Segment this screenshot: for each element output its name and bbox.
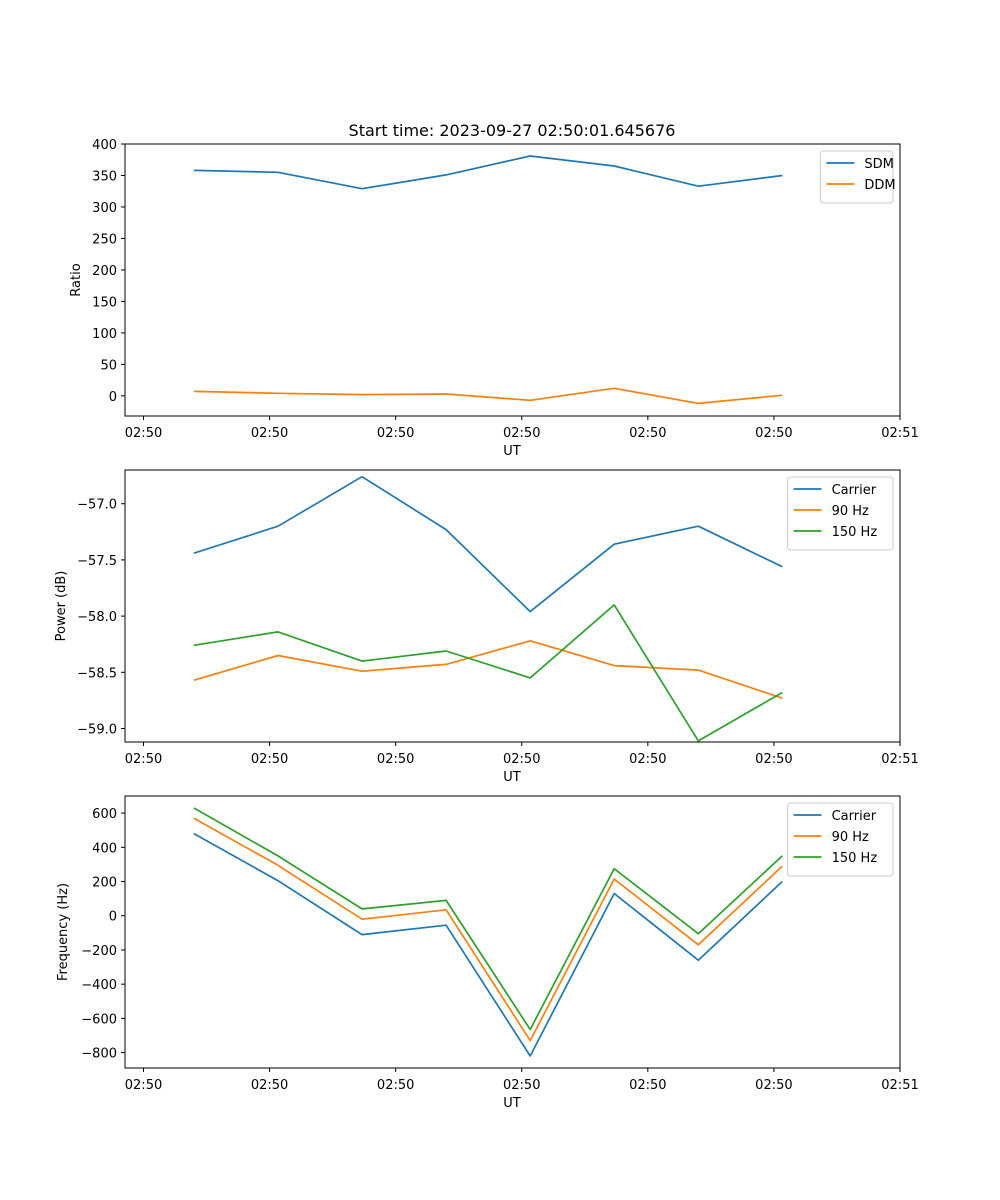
x-tick-label: 02:50 xyxy=(125,1078,162,1093)
x-tick-label: 02:50 xyxy=(125,426,162,441)
x-tick-label: 02:50 xyxy=(755,1078,792,1093)
x-tick-label: 02:50 xyxy=(755,426,792,441)
x-tick-label: 02:51 xyxy=(881,426,918,441)
series-line-90-hz xyxy=(193,817,783,1042)
ratio-ylabel: Ratio xyxy=(69,263,84,296)
x-tick-label: 02:50 xyxy=(755,752,792,767)
series-line-150-hz xyxy=(193,604,783,742)
x-tick-label: 02:50 xyxy=(503,752,540,767)
y-tick-label: −800 xyxy=(81,1047,117,1062)
series-line-carrier xyxy=(193,832,783,1057)
power-lines xyxy=(193,475,783,742)
frequency-xlabel: UT xyxy=(503,1096,521,1111)
ratio-lines xyxy=(193,155,783,405)
y-tick-label: −200 xyxy=(81,944,117,959)
legend-label: Carrier xyxy=(832,483,877,498)
power-xlabel: UT xyxy=(503,770,521,785)
x-tick-label: 02:50 xyxy=(377,1078,414,1093)
x-tick-label: 02:51 xyxy=(881,1078,918,1093)
x-tick-label: 02:51 xyxy=(881,752,918,767)
series-line-90-hz xyxy=(193,639,783,700)
y-tick-label: 0 xyxy=(109,910,117,925)
legend-label: Carrier xyxy=(832,809,877,824)
frequency-frame xyxy=(124,795,901,1069)
ratio-xlabel: UT xyxy=(503,444,521,459)
legend-label: DDM xyxy=(864,178,895,193)
y-tick-label: 600 xyxy=(92,807,117,822)
y-tick-label: 0 xyxy=(109,390,117,405)
y-tick-label: −57.0 xyxy=(77,498,117,513)
y-tick-label: 400 xyxy=(92,841,117,856)
legend-label: 150 Hz xyxy=(832,525,878,540)
power-frame xyxy=(124,469,901,743)
ratio-frame xyxy=(124,143,901,417)
y-tick-label: 350 xyxy=(92,169,117,184)
series-line-150-hz xyxy=(193,807,783,1031)
x-tick-label: 02:50 xyxy=(251,426,288,441)
y-tick-label: −400 xyxy=(81,978,117,993)
y-tick-label: −58.5 xyxy=(77,666,117,681)
x-tick-label: 02:50 xyxy=(377,426,414,441)
y-tick-label: −600 xyxy=(81,1012,117,1027)
x-tick-label: 02:50 xyxy=(251,752,288,767)
y-tick-label: 250 xyxy=(92,232,117,247)
power-ylabel: Power (dB) xyxy=(54,571,69,642)
y-tick-label: 300 xyxy=(92,201,117,216)
legend-label: SDM xyxy=(864,157,893,172)
y-tick-label: −59.0 xyxy=(77,723,117,738)
x-tick-label: 02:50 xyxy=(377,752,414,767)
frequency-axes: 02:50 02:50 02:50 02:50 02:50 02:50 02:51 600 40… xyxy=(81,807,918,1093)
y-tick-label: 200 xyxy=(92,876,117,891)
series-line-carrier xyxy=(193,475,783,613)
y-tick-label: 50 xyxy=(100,358,117,373)
y-tick-label: 200 xyxy=(92,264,117,279)
power-axes: 02:50 02:50 02:50 02:50 02:50 02:50 02:51 −57.0… xyxy=(77,498,919,767)
y-tick-label: 400 xyxy=(92,138,117,153)
x-tick-label: 02:50 xyxy=(629,1078,666,1093)
ratio-axes: 02:50 02:50 02:50 02:50 02:50 02:50 02:51 0 50 10… xyxy=(92,138,919,441)
x-tick-label: 02:50 xyxy=(503,426,540,441)
x-tick-label: 02:50 xyxy=(251,1078,288,1093)
y-tick-label: 100 xyxy=(92,327,117,342)
legend-label: 90 Hz xyxy=(832,504,869,519)
legend-box xyxy=(819,150,894,204)
chart-title: Start time: 2023-09-27 02:50:01.645676 xyxy=(349,121,676,140)
x-tick-label: 02:50 xyxy=(503,1078,540,1093)
legend-label: 90 Hz xyxy=(832,830,869,845)
series-line-sdm xyxy=(193,155,783,190)
panel-ratio: Start time: 2023-09-27 02:50:01.645676 0… xyxy=(69,121,919,459)
power-legend: Carrier 90 Hz 150 Hz xyxy=(787,476,894,551)
series-line-ddm xyxy=(193,387,783,405)
panel-frequency: 02:50 02:50 02:50 02:50 02:50 02:50 02:51 600 40… xyxy=(56,795,919,1111)
x-tick-label: 02:50 xyxy=(629,752,666,767)
y-tick-label: 150 xyxy=(92,295,117,310)
y-tick-label: −57.5 xyxy=(77,554,117,569)
x-tick-label: 02:50 xyxy=(125,752,162,767)
legend-label: 150 Hz xyxy=(832,851,878,866)
x-tick-label: 02:50 xyxy=(629,426,666,441)
frequency-ylabel: Frequency (Hz) xyxy=(56,883,71,981)
frequency-lines xyxy=(193,807,783,1057)
y-tick-label: −58.0 xyxy=(77,610,117,625)
panel-power: 02:50 02:50 02:50 02:50 02:50 02:50 02:51 −57.0… xyxy=(54,469,919,785)
ratio-legend: SDM DDM xyxy=(819,150,896,204)
frequency-legend: Carrier 90 Hz 150 Hz xyxy=(787,802,894,877)
